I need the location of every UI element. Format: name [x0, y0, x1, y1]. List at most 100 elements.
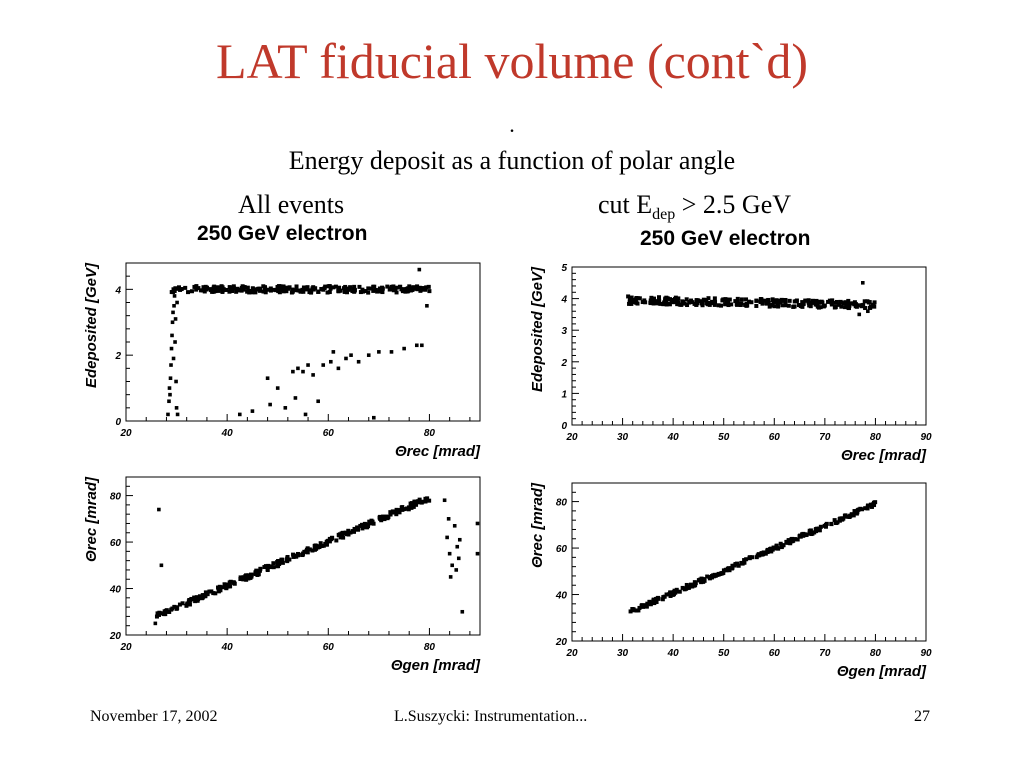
band-point — [296, 288, 301, 293]
band-point — [704, 298, 709, 303]
band-point — [696, 298, 701, 303]
data-point — [857, 312, 862, 317]
band-point — [673, 295, 678, 300]
band-point — [207, 589, 212, 594]
band-point — [253, 289, 258, 294]
y-tick-label: 4 — [114, 285, 121, 296]
band-point — [385, 284, 390, 289]
x-axis-label: Θgen [mrad] — [391, 657, 481, 674]
band-point — [281, 289, 286, 294]
band-point — [628, 609, 633, 614]
data-point — [168, 392, 172, 397]
data-point — [372, 415, 376, 420]
band-point — [855, 508, 860, 513]
y-tick-label: 2 — [114, 351, 121, 362]
band-point — [202, 289, 207, 294]
band-point — [411, 504, 416, 509]
band-point — [664, 296, 669, 301]
data-point — [866, 309, 870, 314]
data-point — [306, 363, 310, 367]
band-point — [721, 570, 726, 575]
x-tick-label: 40 — [667, 648, 680, 659]
band-point — [843, 300, 848, 305]
band-point — [644, 603, 649, 608]
band-point — [760, 301, 765, 306]
data-point — [417, 267, 422, 272]
band-point — [281, 285, 286, 290]
band-point — [419, 500, 424, 505]
data-point — [457, 537, 462, 542]
data-point — [170, 333, 174, 338]
band-point — [371, 521, 376, 526]
band-point — [345, 290, 350, 295]
band-point — [775, 301, 780, 306]
data-point — [250, 409, 255, 413]
band-point — [739, 297, 744, 302]
band-point — [258, 566, 263, 571]
band-point — [358, 290, 363, 295]
band-point — [277, 562, 282, 567]
band-point — [342, 289, 347, 294]
x-tick-label: 70 — [819, 432, 831, 443]
band-point — [816, 526, 821, 531]
slide-subtitle: Energy deposit as a function of polar an… — [288, 146, 736, 175]
x-tick-label: 70 — [819, 648, 831, 659]
band-point — [321, 543, 326, 548]
y-tick-label: 40 — [109, 585, 122, 596]
band-point — [634, 296, 639, 301]
data-point — [265, 376, 270, 381]
data-point — [475, 521, 480, 526]
band-point — [304, 549, 309, 554]
data-point — [166, 412, 170, 417]
band-point — [231, 286, 236, 291]
band-point — [848, 513, 853, 518]
band-point — [220, 289, 225, 294]
band-point — [794, 299, 799, 304]
band-point — [203, 590, 208, 595]
data-point — [447, 551, 452, 556]
y-tick-label: 60 — [110, 538, 122, 549]
band-point — [195, 598, 200, 603]
band-point — [872, 300, 877, 305]
band-point — [758, 297, 763, 302]
band-point — [239, 288, 244, 293]
band-point — [199, 596, 204, 601]
band-point — [830, 298, 835, 303]
band-point — [662, 594, 667, 599]
band-point — [197, 594, 202, 599]
band-point — [661, 302, 666, 307]
band-point — [774, 543, 779, 548]
data-point — [283, 406, 288, 410]
band-point — [757, 553, 762, 558]
data-point — [450, 563, 454, 568]
data-point — [172, 303, 176, 308]
band-point — [819, 299, 824, 304]
band-point — [400, 505, 405, 510]
data-point — [349, 353, 353, 357]
band-point — [706, 296, 711, 301]
band-point — [403, 289, 408, 294]
band-point — [748, 555, 753, 560]
band-point — [815, 302, 820, 307]
band-point — [677, 589, 682, 594]
band-point — [682, 587, 687, 592]
band-point — [732, 563, 737, 568]
band-point — [266, 563, 271, 568]
band-point — [790, 536, 795, 541]
band-point — [276, 284, 281, 289]
band-point — [218, 286, 223, 291]
band-point — [362, 521, 367, 526]
band-point — [745, 303, 750, 308]
x-tick-label: 60 — [323, 428, 335, 439]
cut-subscript: dep — [652, 206, 676, 224]
band-point — [402, 507, 407, 512]
band-point — [329, 535, 334, 540]
band-point — [787, 298, 792, 303]
band-point — [290, 287, 295, 292]
band-point — [726, 303, 731, 308]
band-point — [331, 285, 336, 290]
band-point — [735, 296, 740, 301]
data-point — [311, 373, 315, 377]
band-point — [279, 288, 284, 293]
x-tick-label: 60 — [769, 432, 781, 443]
